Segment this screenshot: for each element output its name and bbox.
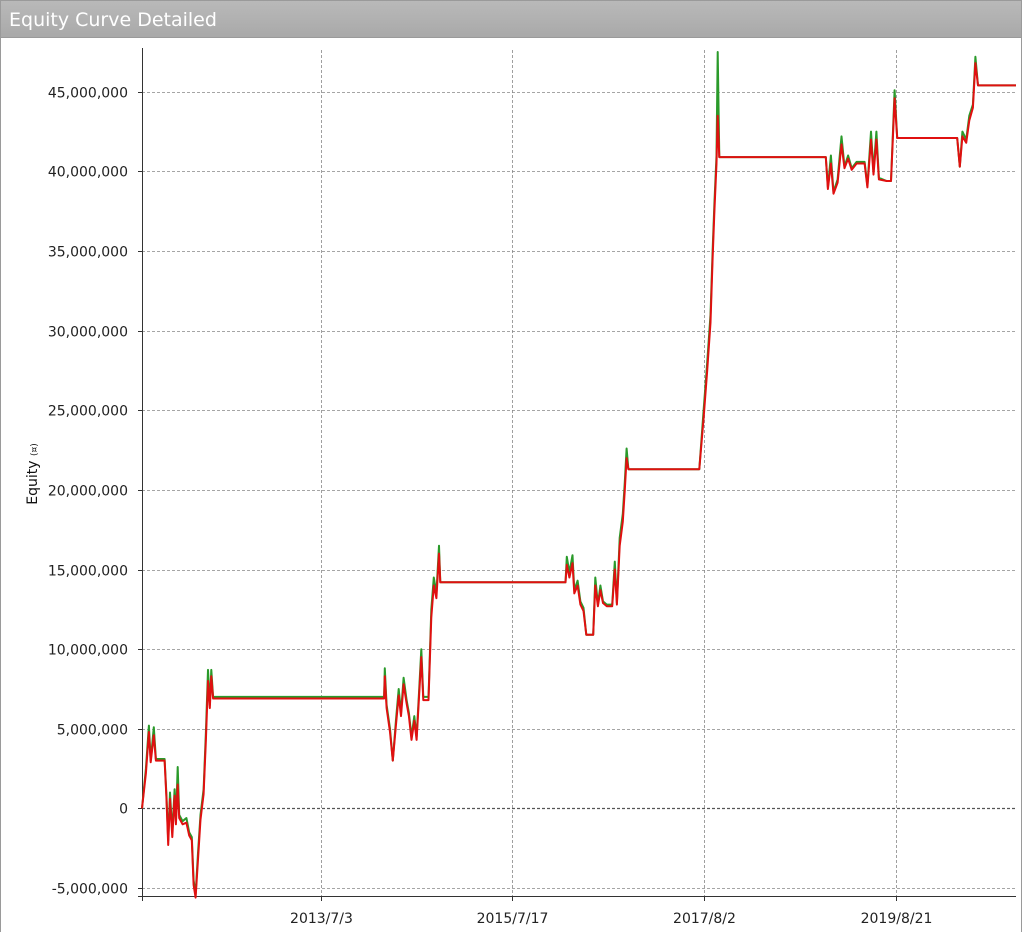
y-tick-label: 25,000,000 bbox=[48, 404, 128, 420]
y-tick-label: 20,000,000 bbox=[48, 484, 128, 500]
x-tick-label: 2013/7/3 bbox=[290, 911, 353, 927]
y-tick-label: 45,000,000 bbox=[48, 86, 128, 102]
label-layer: -5,000,000 0 5,000,000 10,000,000 15,000,000… bbox=[25, 86, 932, 928]
frame-border-left bbox=[0, 38, 1, 932]
axis-layer bbox=[138, 48, 1016, 901]
y-tick-label: 0 bbox=[119, 802, 128, 818]
y-tick-label: 30,000,000 bbox=[48, 325, 128, 341]
y-axis-label: Equity (¤) bbox=[25, 443, 41, 504]
equity-chart: -5,000,000 0 5,000,000 10,000,000 15,000,000… bbox=[25, 48, 1016, 928]
frame-border-right bbox=[1021, 38, 1022, 932]
x-tick-label: 2015/7/17 bbox=[477, 911, 549, 927]
series-line-1 bbox=[141, 51, 1016, 896]
y-tick-label: 40,000,000 bbox=[48, 165, 128, 181]
x-tick-label: 2017/8/2 bbox=[673, 911, 736, 927]
series-line-2 bbox=[141, 62, 1016, 899]
y-tick-label: -5,000,000 bbox=[52, 882, 128, 898]
x-tick-label: 2019/8/21 bbox=[861, 911, 933, 927]
window-title: Equity Curve Detailed bbox=[9, 9, 217, 31]
grid-layer bbox=[142, 50, 1016, 896]
series-layer bbox=[141, 51, 1016, 899]
y-tick-label: 15,000,000 bbox=[48, 564, 128, 580]
y-tick-label: 10,000,000 bbox=[48, 643, 128, 659]
window-title-bar: Equity Curve Detailed bbox=[0, 0, 1022, 38]
y-axis-label-text: Equity bbox=[25, 456, 41, 505]
y-axis-label-unit: (¤) bbox=[30, 443, 40, 456]
y-tick-label: 5,000,000 bbox=[57, 723, 128, 739]
y-tick-label: 35,000,000 bbox=[48, 245, 128, 261]
